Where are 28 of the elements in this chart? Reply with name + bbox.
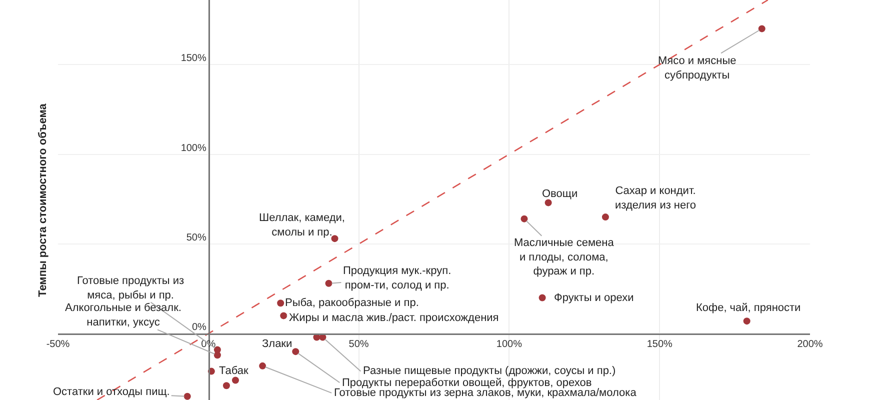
- y-tick-label: 150%: [180, 53, 207, 64]
- annotation: Продукты переработки овощей, фруктов, орехов: [342, 377, 592, 389]
- y-tick-label: 0%: [192, 322, 207, 334]
- annotation: Алкогольные и безалк. напитки, уксус: [65, 302, 182, 328]
- annotation: Кофе, чай, пряности: [696, 302, 801, 314]
- annotation: Фрукты и орехи: [554, 292, 634, 304]
- annotation: Остатки и отходы пищ.: [53, 386, 170, 398]
- x-tick-label: 100%: [496, 339, 522, 350]
- y-tick-label: 50%: [186, 232, 207, 244]
- x-tick-label: 200%: [797, 339, 823, 350]
- annotation: Овощи: [542, 188, 578, 200]
- annotation: Шеллак, камеди, смолы и пр.: [259, 212, 345, 238]
- annotation: Разные пищевые продукты (дрожжи, соусы и пр.): [363, 365, 616, 377]
- y-axis-title: Темпы роста стоимостного объема: [36, 102, 49, 297]
- annotation: Злаки: [262, 338, 292, 350]
- x-tick-label: 150%: [646, 339, 672, 350]
- annotation: Продукция мук.-круп. пром-ти, солод и пр.: [343, 265, 452, 292]
- annotation: Готовые продукты из мяса, рыбы и пр.: [77, 275, 184, 302]
- annotation: Готовые продукты из зерна злаков, муки, крахмала/молока: [334, 387, 638, 399]
- annotation: Сахар и кондит. изделия из него: [615, 185, 696, 212]
- x-tick-label: 50%: [348, 339, 369, 350]
- y-tick-label: 100%: [180, 142, 207, 154]
- annotation: Табак: [219, 365, 249, 377]
- annotation: Рыба, ракообразные и пр.: [285, 297, 419, 309]
- annotation: Мясо и мясные субпродукты: [658, 55, 736, 82]
- annotation: Масличные семена и плоды, солома, фураж и пр.: [514, 237, 615, 278]
- x-tick-label: -50%: [46, 339, 70, 350]
- annotation: Жиры и масла жив./раст. происхождения: [289, 312, 499, 324]
